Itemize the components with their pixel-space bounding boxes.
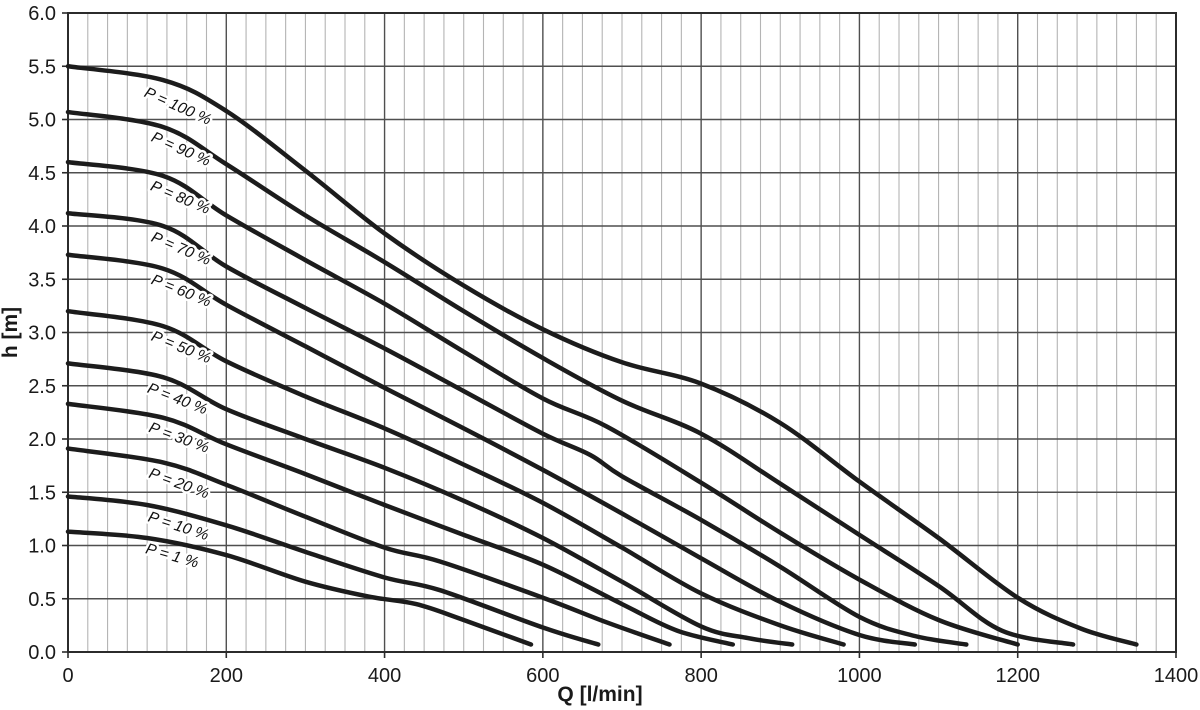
x-tick-label: 600 (526, 665, 559, 687)
y-tick-label: 1.5 (28, 482, 56, 504)
curve-10-percent (65, 494, 601, 647)
x-tick-label: 200 (210, 665, 243, 687)
y-tick-label: 5.0 (28, 110, 56, 132)
y-tick-label: 2.5 (28, 376, 56, 398)
curve-20-percent (65, 446, 672, 647)
curve-30-percent (65, 401, 736, 647)
y-tick-label: 1.0 (28, 536, 56, 558)
y-tick-label: 0.0 (28, 642, 56, 664)
y-tick-label: 4.0 (28, 216, 56, 238)
axis-tick-marks (62, 12, 1177, 658)
x-tick-label: 1400 (1154, 665, 1199, 687)
x-tick-label: 0 (62, 665, 73, 687)
curve-labels: P = 100 %P = 90 %P = 80 %P = 70 %P = 60 … (139, 82, 216, 575)
y-tick-label: 3.5 (28, 269, 56, 291)
x-tick-label: 1200 (995, 665, 1040, 687)
y-tick-label: 3.0 (28, 323, 56, 345)
x-tick-label: 800 (684, 665, 717, 687)
y-tick-label: 0.5 (28, 589, 56, 611)
curve-1-percent (65, 529, 534, 647)
x-tick-label: 400 (368, 665, 401, 687)
y-axis-tick-labels: 0.0 0.5 1.0 1.5 2.0 2.5 3.0 3.5 4.0 4.5 5.0 5.5 6.0 (28, 3, 56, 664)
x-axis-title: Q [l/min] (557, 683, 642, 706)
x-axis-tick-labels: 0 200 400 600 800 1000 1200 1400 (62, 665, 1198, 687)
curve-70-percent (65, 210, 969, 647)
y-tick-label: 4.5 (28, 163, 56, 185)
y-tick-label: 2.0 (28, 429, 56, 451)
curve-60-percent (65, 252, 918, 647)
pump-curves (65, 64, 1139, 647)
y-tick-label: 5.5 (28, 56, 56, 78)
curve-label-20-percent: P = 20 % (147, 465, 212, 503)
curve-80-percent (65, 159, 1020, 647)
x-tick-label: 1000 (837, 665, 882, 687)
y-tick-label: 6.0 (28, 3, 56, 25)
y-axis-title: h [m] (0, 307, 22, 358)
curve-90-percent (65, 109, 1076, 647)
curve-100-percent (65, 64, 1139, 647)
curve-50-percent (65, 308, 846, 647)
curve-40-percent (65, 361, 795, 647)
